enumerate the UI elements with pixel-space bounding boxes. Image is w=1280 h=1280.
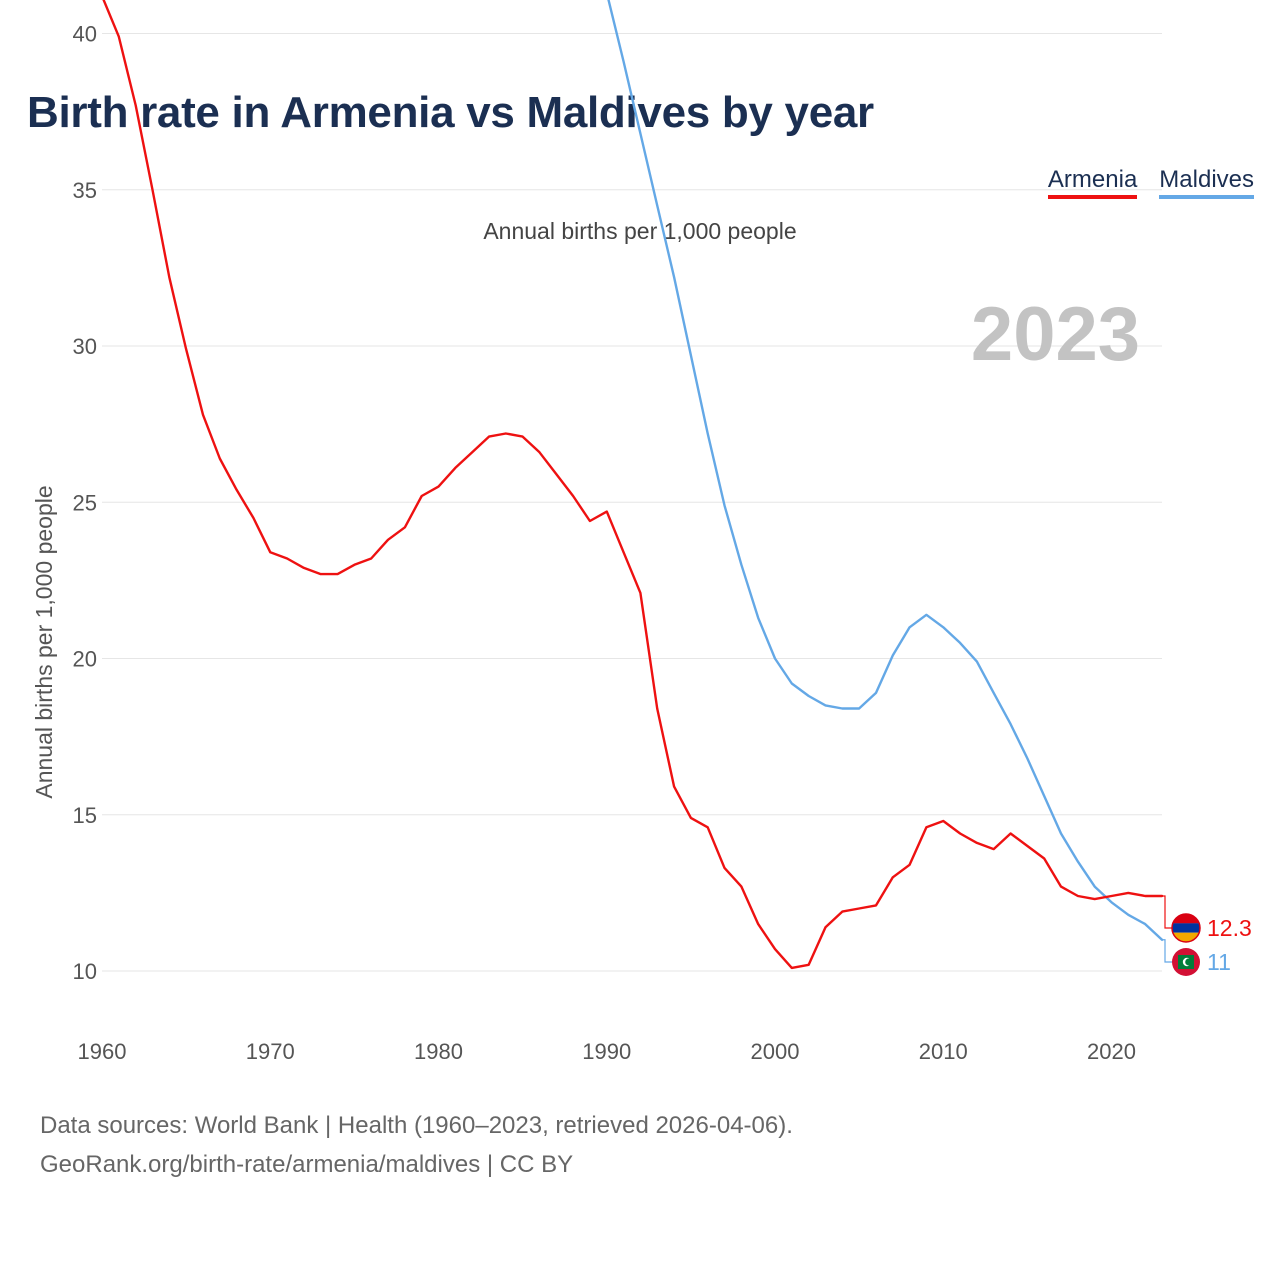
line-chart: 2023 101520253035404550 1960197019801990…	[31, 0, 1252, 1064]
armenia-connector	[1162, 895, 1172, 929]
x-tick-label: 1970	[246, 1039, 295, 1064]
x-tick-label: 1990	[582, 1039, 631, 1064]
x-tick-label: 1960	[78, 1039, 127, 1064]
y-tick-label: 25	[73, 490, 97, 515]
legend-maldives[interactable]: Maldives	[1159, 166, 1254, 199]
footer-link[interactable]: GeoRank.org/birth-rate/armenia/maldives …	[40, 1151, 574, 1178]
x-tick-label: 2000	[751, 1039, 800, 1064]
maldives-flag-icon	[1172, 948, 1200, 976]
x-tick-label: 1980	[414, 1039, 463, 1064]
y-tick-label: 40	[73, 22, 97, 47]
y-tick-label: 10	[73, 959, 97, 984]
x-axis-ticks: 1960 1970 1980 1990 2000 2010 2020	[78, 1039, 1136, 1064]
y-tick-label: 35	[73, 178, 97, 203]
x-tick-label: 2020	[1087, 1039, 1136, 1064]
y-tick-label: 30	[73, 334, 97, 359]
maldives-end-value: 11	[1207, 949, 1231, 975]
y-tick-label: 20	[73, 647, 97, 672]
series-line-maldives[interactable]	[102, 0, 1164, 941]
year-watermark: 2023	[971, 292, 1140, 377]
chart-subtitle: Annual births per 1,000 people	[483, 218, 797, 244]
x-tick-label: 2010	[919, 1039, 968, 1064]
gridlines	[102, 33, 1162, 972]
y-axis-ticks: 101520253035404550	[73, 22, 97, 985]
armenia-end-value: 12.3	[1207, 915, 1252, 941]
footer-sources: Data sources: World Bank | Health (1960–…	[40, 1112, 793, 1139]
maldives-connector	[1162, 939, 1172, 963]
legend-armenia[interactable]: Armenia	[1047, 166, 1138, 199]
y-axis-label: Annual births per 1,000 people	[31, 485, 57, 798]
footer: Data sources: World Bank | Health (1960–…	[40, 1106, 793, 1184]
armenia-flag-icon	[1172, 914, 1200, 942]
legend: Armenia Maldives	[1047, 166, 1254, 199]
series-line-armenia[interactable]	[102, 0, 1164, 970]
chart-title: Birth rate in Armenia vs Maldives by yea…	[27, 88, 874, 137]
series-lines	[102, 0, 1164, 970]
y-tick-label: 15	[73, 803, 97, 828]
end-markers: 12.3 11	[1162, 895, 1252, 976]
